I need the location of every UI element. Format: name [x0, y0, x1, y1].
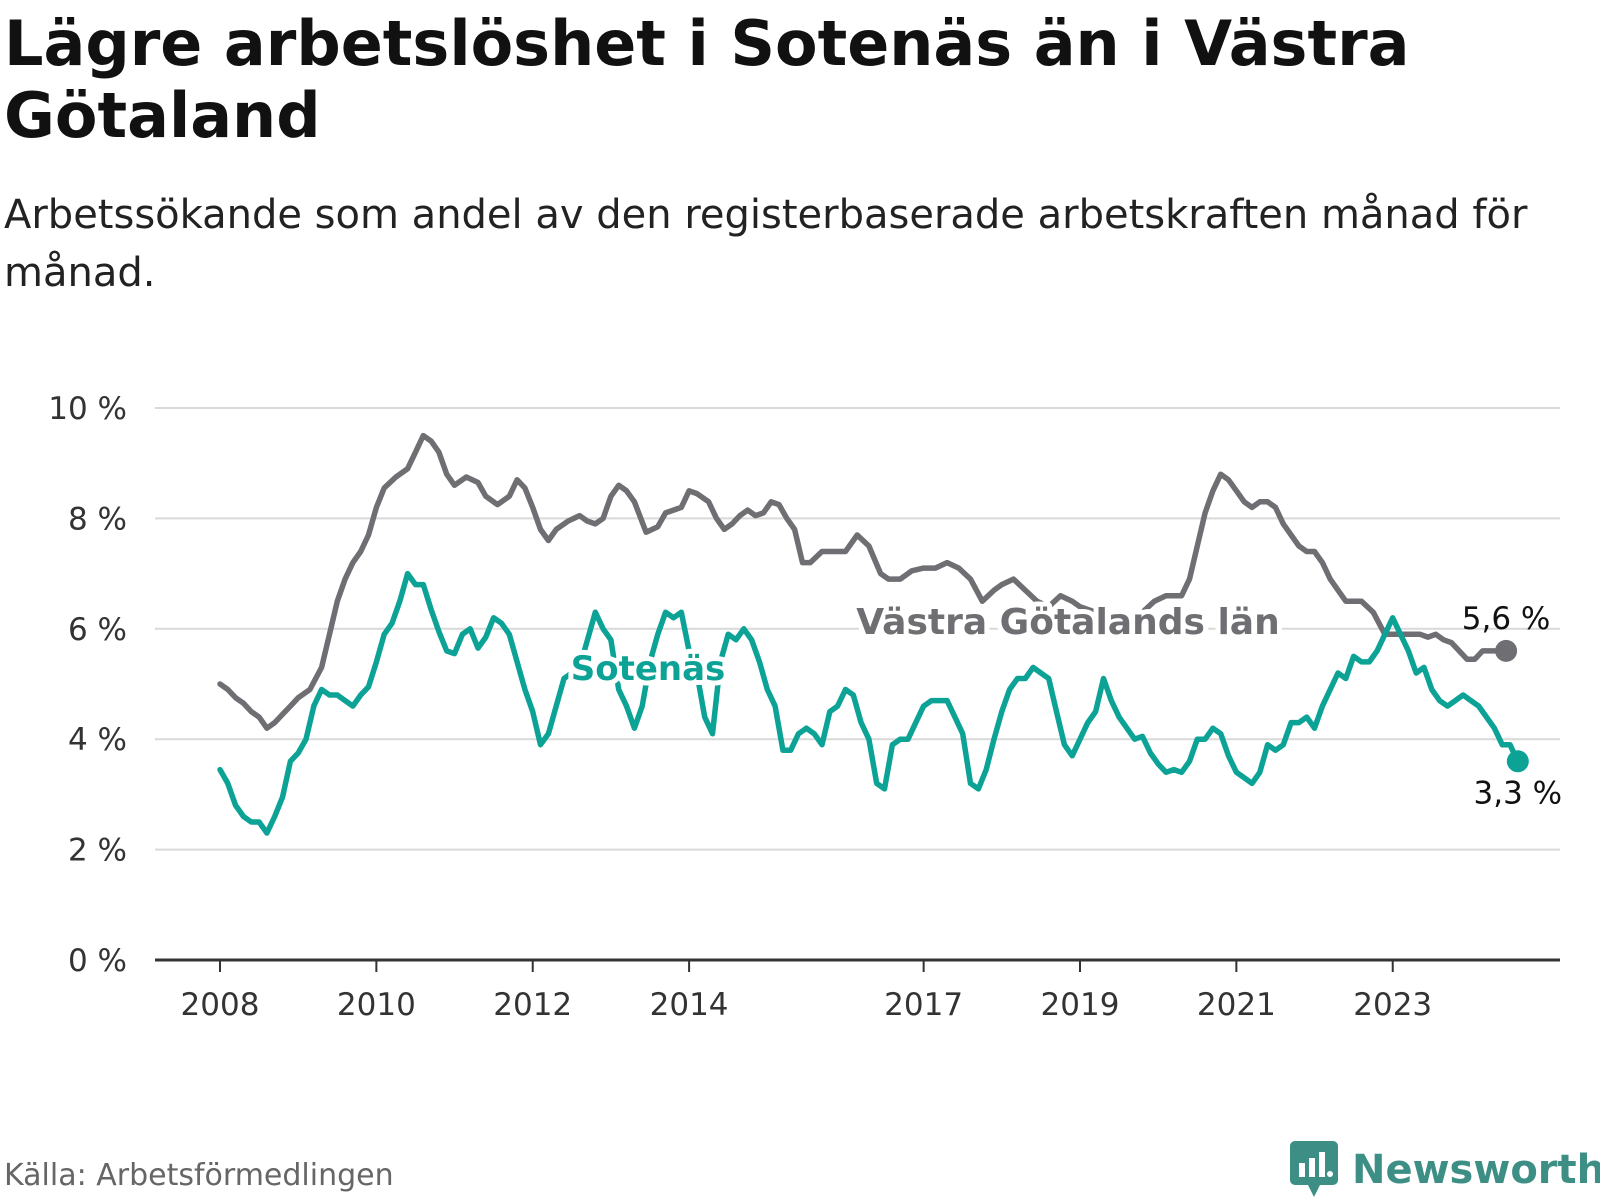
- x-tick-label: 2017: [884, 987, 963, 1023]
- chart-subtitle: Arbetssökande som andel av den registerb…: [4, 192, 1528, 296]
- y-tick-label: 8 %: [68, 501, 127, 537]
- series-end-point-region: [1495, 639, 1518, 662]
- x-tick-label: 2012: [493, 987, 572, 1023]
- x-tick-label: 2023: [1353, 987, 1432, 1023]
- y-tick-label: 6 %: [68, 612, 127, 648]
- y-tick-label: 2 %: [68, 833, 127, 869]
- series-line-sotenas: [217, 570, 1521, 836]
- y-tick-label: 0 %: [68, 943, 127, 979]
- source-note: Källa: Arbetsförmedlingen: [4, 1158, 394, 1193]
- series-end-point-sotenas: [1506, 750, 1529, 773]
- chart-title: Lägre arbetslöshet i Sotenäs än i Västra…: [4, 7, 1410, 152]
- x-tick-label: 2010: [337, 987, 416, 1023]
- end-value-label-region: 5,6 %: [1462, 601, 1551, 637]
- series-line-region: [217, 432, 1509, 731]
- newsworthy-logo-icon: [1290, 1141, 1338, 1197]
- x-tick-label: 2008: [181, 987, 260, 1023]
- brand-name: Newsworthy: [1352, 1147, 1600, 1193]
- series-label-sotenas: Sotenäs: [571, 649, 726, 689]
- end-value-label-sotenas: 3,3 %: [1474, 775, 1563, 811]
- x-tick-label: 2014: [650, 987, 729, 1023]
- y-tick-label: 4 %: [68, 722, 127, 758]
- y-tick-label: 10 %: [48, 391, 127, 427]
- x-tick-label: 2019: [1041, 987, 1120, 1023]
- newsworthy-brand[interactable]: Newsworthy: [1290, 1140, 1600, 1200]
- series-label-region: Västra Götalands län: [856, 602, 1279, 643]
- x-tick-label: 2021: [1197, 987, 1276, 1023]
